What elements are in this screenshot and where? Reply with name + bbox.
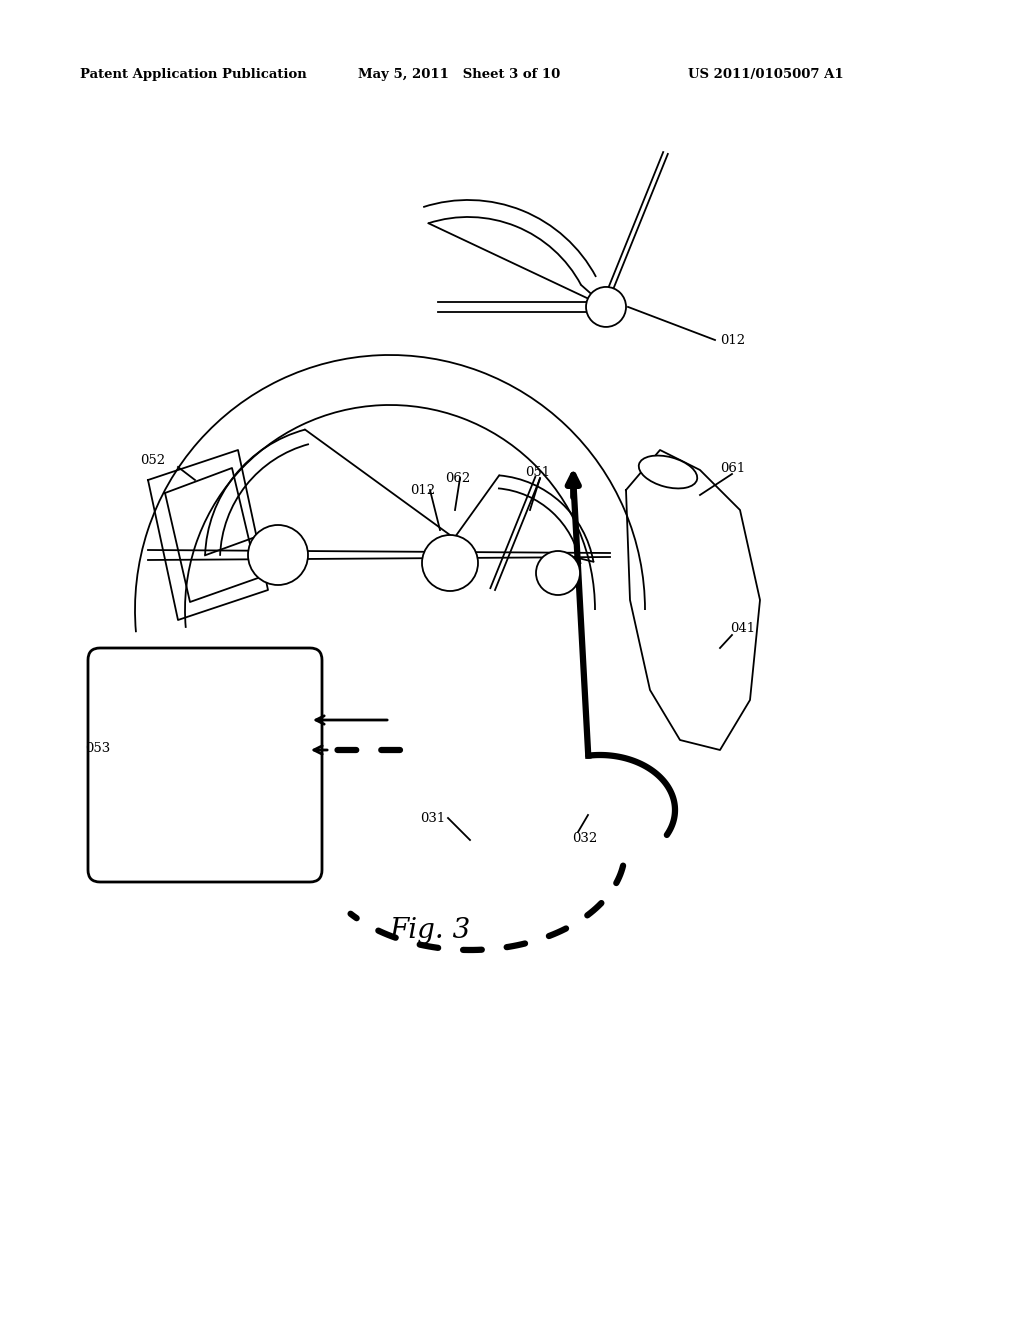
Text: 052: 052 [140, 454, 165, 466]
Circle shape [536, 550, 580, 595]
Text: 012: 012 [720, 334, 745, 346]
Text: 051: 051 [525, 466, 550, 479]
Text: 061: 061 [720, 462, 745, 474]
Text: US 2011/0105007 A1: US 2011/0105007 A1 [688, 69, 844, 81]
Circle shape [248, 525, 308, 585]
Text: 062: 062 [445, 471, 470, 484]
Text: May 5, 2011   Sheet 3 of 10: May 5, 2011 Sheet 3 of 10 [358, 69, 560, 81]
Circle shape [422, 535, 478, 591]
Text: 031: 031 [420, 812, 445, 825]
Text: 041: 041 [730, 622, 755, 635]
Text: 032: 032 [572, 832, 597, 845]
Text: Fig. 3: Fig. 3 [389, 916, 471, 944]
FancyBboxPatch shape [88, 648, 322, 882]
Text: Patent Application Publication: Patent Application Publication [80, 69, 307, 81]
Ellipse shape [639, 455, 697, 488]
Text: 012: 012 [410, 483, 435, 496]
Text: 053: 053 [85, 742, 111, 755]
Circle shape [586, 286, 626, 327]
